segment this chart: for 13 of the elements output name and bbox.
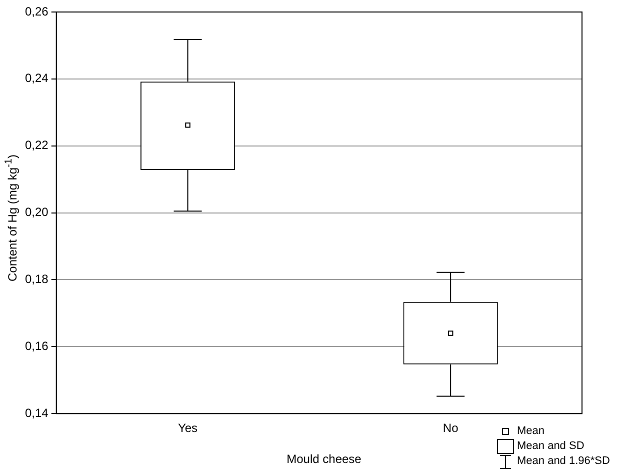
- text: Mean and 1.96*SD: [517, 454, 610, 469]
- y-tick-label: 0,16: [24, 338, 49, 353]
- y-tick-label: 0,18: [24, 272, 49, 286]
- x-tick-label: Yes: [178, 421, 198, 436]
- y-tick-label: 0,26: [24, 4, 49, 18]
- x-axis-title: Mould cheese: [286, 452, 362, 466]
- y-tick-label: 0,14: [24, 406, 49, 420]
- y-tick-label: 0,20: [24, 205, 49, 220]
- y-tick-label: 0,24: [24, 71, 49, 86]
- x-tick-label: No: [442, 421, 459, 436]
- text: Mean and SD: [517, 439, 584, 454]
- text: Mean: [517, 424, 545, 439]
- y-tick-label: 0,22: [24, 138, 49, 152]
